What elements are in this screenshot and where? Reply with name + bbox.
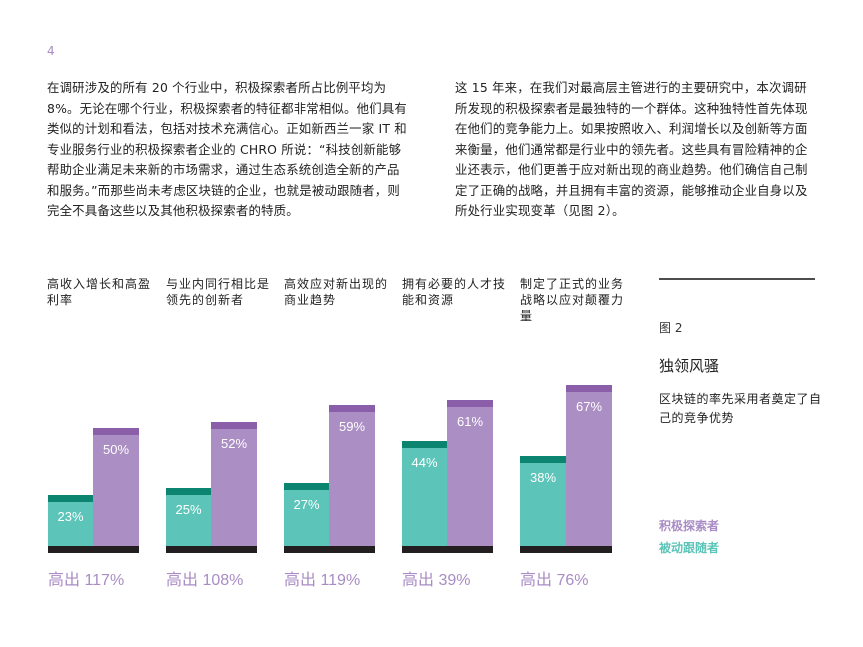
category-label: 高效应对新出现的商业趋势: [284, 277, 389, 307]
bar-cap: [329, 405, 375, 412]
figure-subtitle: 区块链的率先采用者奠定了自己的竞争优势: [659, 392, 822, 425]
body-paragraph-left: 在调研涉及的所有 20 个行业中，积极探索者所占比例平均为 8%。无论在哪个行业…: [47, 80, 408, 218]
bar-base: [48, 546, 139, 553]
figure-title: 独领风骚: [659, 357, 720, 375]
difference-label: 高出 76%: [520, 572, 589, 589]
bar-cap: [166, 488, 211, 495]
bar-active: 59%: [329, 405, 375, 546]
bar-cap: [402, 441, 447, 448]
bar-cap: [520, 456, 566, 463]
legend-passive: 被动跟随者: [659, 541, 720, 555]
body-paragraph-right: 这 15 年来，在我们对最高层主管进行的主要研究中，本次调研所发现的积极探索者是…: [455, 80, 808, 218]
bar-active: 52%: [211, 422, 257, 546]
bar-value: 67%: [575, 399, 603, 414]
bar-base: [166, 546, 257, 553]
bar-passive: 44%: [402, 441, 447, 546]
bar-active: 61%: [447, 400, 493, 546]
category-label: 制定了正式的业务战略以应对颠覆力量: [520, 277, 625, 323]
figure-number: 图 2: [659, 321, 683, 335]
bar-cap: [447, 400, 493, 407]
difference-label: 高出 119%: [284, 572, 361, 589]
bar-passive: 25%: [166, 488, 211, 546]
bar-cap: [284, 483, 329, 490]
bar-passive: 23%: [48, 495, 93, 546]
category-label: 高收入增长和高盈利率: [47, 277, 152, 307]
bar-passive: 27%: [284, 483, 329, 546]
difference-label: 高出 108%: [166, 572, 244, 589]
page-number: 4: [47, 44, 55, 58]
bar-value: 23%: [57, 509, 84, 524]
bar-passive: 38%: [520, 456, 566, 546]
category-label: 拥有必要的人才技能和资源: [402, 277, 507, 307]
category-label: 与业内同行相比是领先的创新者: [166, 277, 271, 307]
bar-value: 59%: [338, 419, 366, 434]
bar-base: [402, 546, 493, 553]
bar-active: 67%: [566, 385, 612, 546]
legend-active: 积极探索者: [659, 519, 720, 533]
bar-base: [520, 546, 612, 553]
bar-cap: [211, 422, 257, 429]
bar-value: 27%: [293, 497, 320, 512]
bar-base: [284, 546, 375, 553]
bar-cap: [48, 495, 93, 502]
difference-label: 高出 117%: [48, 572, 125, 589]
bar-value: 38%: [529, 470, 557, 485]
figure-divider: [659, 278, 815, 280]
bar-value: 44%: [411, 455, 438, 470]
bar-value: 52%: [220, 436, 248, 451]
bar-cap: [566, 385, 612, 392]
bar-active: 50%: [93, 428, 139, 546]
bar-cap: [93, 428, 139, 435]
difference-label: 高出 39%: [402, 572, 471, 589]
bar-value: 25%: [175, 502, 202, 517]
bar-value: 61%: [456, 414, 484, 429]
bar-value: 50%: [102, 442, 130, 457]
